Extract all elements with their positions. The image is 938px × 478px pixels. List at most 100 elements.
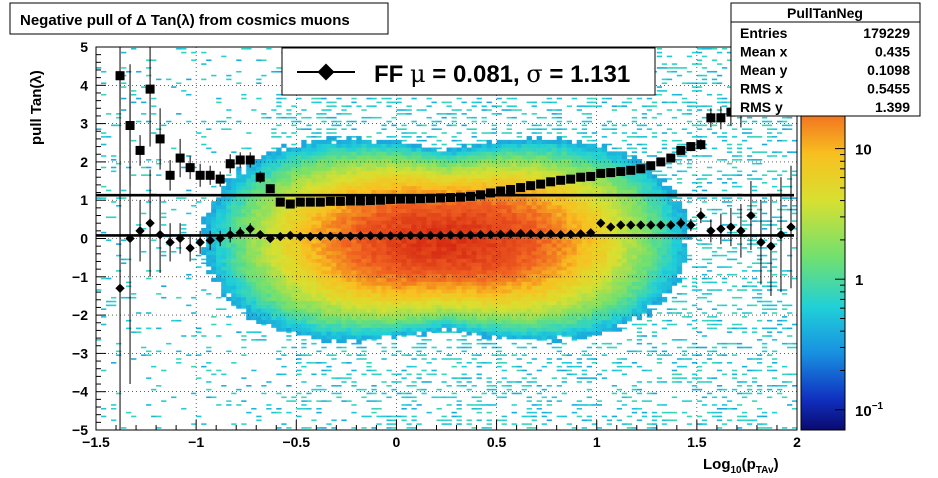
heatmap-cell <box>331 120 337 123</box>
heatmap-cell <box>311 342 317 345</box>
heatmap-cell <box>416 124 422 127</box>
heatmap-cell <box>476 201 482 206</box>
heatmap-cell <box>251 300 257 305</box>
heatmap-cell <box>516 358 522 360</box>
heatmap-cell <box>311 296 317 302</box>
heatmap-cell <box>531 220 537 225</box>
heatmap-cell <box>241 273 247 279</box>
heatmap-cell <box>241 281 247 286</box>
heatmap-cell <box>346 285 352 290</box>
heatmap-cell <box>411 323 417 328</box>
heatmap-cell <box>516 166 522 171</box>
heatmap-cell <box>496 166 502 171</box>
heatmap-cell <box>406 220 412 225</box>
heatmap-cell <box>541 162 547 167</box>
heatmap-cell <box>251 308 257 313</box>
heatmap-cell <box>101 308 107 310</box>
heatmap-cell <box>446 281 452 286</box>
heatmap-cell <box>556 258 562 263</box>
heatmap-cell <box>366 147 372 152</box>
heatmap-cell <box>401 392 407 395</box>
heatmap-cell <box>296 170 302 175</box>
heatmap-cell <box>571 331 577 336</box>
heatmap-cell <box>361 285 367 290</box>
heatmap-cell <box>146 174 152 176</box>
heatmap-cell <box>281 262 287 267</box>
heatmap-cell <box>231 185 237 190</box>
heatmap-cell <box>446 166 452 171</box>
heatmap-cell <box>246 185 252 190</box>
heatmap-cell <box>456 208 462 213</box>
heatmap-cell <box>471 208 477 213</box>
heatmap-cell <box>496 316 502 321</box>
heatmap-cell <box>526 258 532 263</box>
heatmap-cell <box>486 159 492 164</box>
heatmap-cell <box>331 385 337 387</box>
heatmap-cell <box>456 319 462 325</box>
heatmap-cell <box>371 178 377 183</box>
heatmap-cell <box>286 182 292 187</box>
heatmap-cell <box>201 335 207 337</box>
heatmap-cell <box>106 189 112 192</box>
heatmap-cell <box>386 182 392 187</box>
heatmap-cell <box>301 270 307 275</box>
heatmap-cell <box>576 300 582 305</box>
heatmap-cell <box>436 201 442 206</box>
heatmap-cell <box>526 136 532 141</box>
heatmap-cell <box>531 113 537 115</box>
heatmap-cell <box>406 216 412 221</box>
heatmap-cell <box>226 270 232 275</box>
heatmap-cell <box>511 239 517 244</box>
heatmap-cell <box>556 113 562 115</box>
heatmap-cell <box>416 350 422 353</box>
heatmap-cell <box>336 392 342 395</box>
heatmap-cell <box>561 281 567 286</box>
heatmap-cell <box>511 178 517 183</box>
heatmap-cell <box>276 101 282 104</box>
heatmap-cell <box>526 293 532 298</box>
heatmap-cell <box>451 296 457 302</box>
heatmap-cell <box>341 300 347 305</box>
heatmap-cell <box>116 243 122 245</box>
heatmap-cell <box>446 224 452 229</box>
heatmap-cell <box>506 235 512 240</box>
heatmap-cell <box>481 147 487 152</box>
heatmap-cell <box>521 220 527 225</box>
heatmap-cell <box>431 247 437 252</box>
heatmap-cell <box>436 396 442 399</box>
heatmap-cell <box>306 147 312 152</box>
heatmap-cell <box>381 273 387 279</box>
heatmap-cell <box>396 216 402 221</box>
heatmap-cell <box>331 189 337 194</box>
heatmap-cell <box>466 277 472 282</box>
heatmap-cell <box>351 312 357 317</box>
heatmap-cell <box>371 270 377 275</box>
heatmap-cell <box>491 277 497 282</box>
heatmap-cell <box>381 227 387 233</box>
heatmap-cell <box>306 296 312 302</box>
heatmap-cell <box>386 212 392 217</box>
heatmap-cell <box>306 312 312 317</box>
heatmap-cell <box>371 385 377 387</box>
heatmap-cell <box>366 335 372 340</box>
heatmap-cell <box>321 227 327 233</box>
heatmap-cell <box>441 220 447 225</box>
heatmap-cell <box>401 369 407 372</box>
heatmap-cell <box>341 312 347 317</box>
heatmap-cell <box>456 220 462 225</box>
heatmap-cell <box>401 262 407 267</box>
heatmap-cell <box>321 170 327 175</box>
heatmap-cell <box>486 224 492 229</box>
heatmap-cell <box>401 113 407 115</box>
heatmap-cell <box>306 319 312 325</box>
heatmap-cell <box>396 166 402 171</box>
heatmap-cell <box>561 239 567 244</box>
heatmap-cell <box>281 170 287 175</box>
heatmap-cell <box>266 296 272 302</box>
heatmap-cell <box>526 243 532 248</box>
heatmap-cell <box>356 289 362 294</box>
heatmap-cell <box>501 308 507 313</box>
heatmap-cell <box>206 224 212 229</box>
heatmap-cell <box>331 354 337 356</box>
heatmap-cell <box>326 300 332 305</box>
